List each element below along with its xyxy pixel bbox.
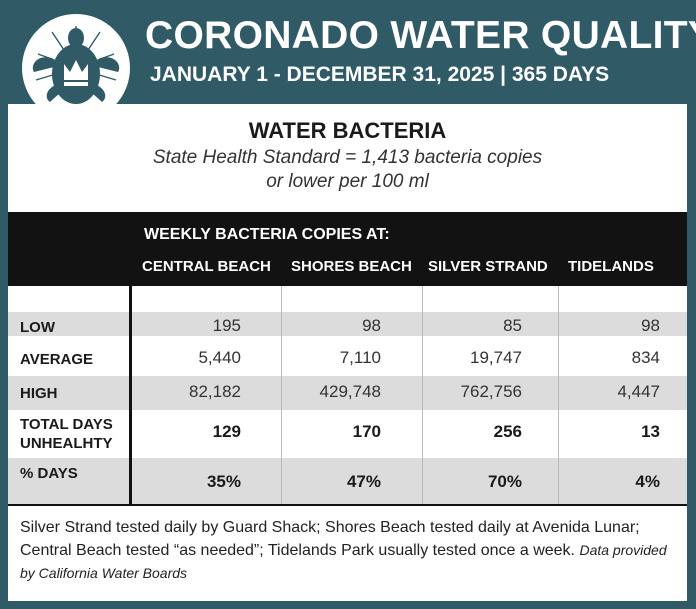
- standard-line-2: or lower per 100 ml: [266, 171, 429, 192]
- section-title: WATER BACTERIA: [248, 118, 447, 143]
- cell-average-shores: 7,110: [339, 348, 381, 367]
- cell-low-tidelands: 98: [641, 316, 660, 335]
- cell-low-shores: 98: [362, 316, 381, 335]
- row-label-low: LOW: [20, 319, 55, 336]
- column-header-central-beach: CENTRAL BEACH: [142, 258, 271, 275]
- cell-high-tidelands: 4,447: [617, 382, 660, 401]
- cell-average-silver: 19,747: [470, 348, 522, 367]
- column-header-shores-beach: SHORES BEACH: [291, 258, 412, 275]
- cell-days-silver: 256: [493, 422, 522, 441]
- health-standard-note: State Health Standard = 1,413 bacteria c…: [8, 146, 687, 194]
- cell-average-central: 5,440: [198, 348, 241, 367]
- sea-turtle-with-crown-icon: [32, 26, 120, 114]
- cell-high-shores: 429,748: [319, 382, 381, 401]
- page-title: CORONADO WATER QUALITY: [145, 14, 696, 57]
- cell-low-silver: 85: [503, 316, 522, 335]
- row-band-low: [8, 312, 687, 336]
- cell-high-silver: 762,756: [460, 382, 522, 401]
- standard-line-1: State Health Standard = 1,413 bacteria c…: [152, 147, 543, 168]
- label-column-divider: [129, 212, 132, 504]
- cell-days-shores: 170: [352, 422, 381, 441]
- table-group-header: WEEKLY BACTERIA COPIES AT:: [144, 226, 390, 243]
- cell-high-central: 82,182: [189, 382, 241, 401]
- footnote-text: Silver Strand tested daily by Guard Shac…: [20, 519, 640, 559]
- cell-percent-tidelands: 4%: [635, 472, 660, 491]
- cell-percent-silver: 70%: [487, 472, 522, 491]
- cell-low-central: 195: [212, 316, 241, 335]
- cell-percent-central: 35%: [206, 472, 241, 491]
- cell-average-tidelands: 834: [631, 348, 660, 367]
- column-header-silver-strand: SILVER STRAND: [428, 258, 548, 275]
- cell-percent-shores: 47%: [346, 472, 381, 491]
- column-header-tidelands: TIDELANDS: [568, 258, 654, 275]
- cell-days-central: 129: [212, 422, 241, 441]
- row-label-total-days: TOTAL DAYS UNHEALHTY: [20, 415, 113, 453]
- table-bottom-rule: [8, 504, 687, 506]
- cell-days-tidelands: 13: [641, 422, 660, 441]
- footnote: Silver Strand tested daily by Guard Shac…: [20, 516, 680, 585]
- row-label-line-2: UNHEALHTY: [20, 435, 113, 452]
- row-band-high: [8, 376, 687, 410]
- content-panel: WATER BACTERIA State Health Standard = 1…: [8, 104, 687, 601]
- table-header: WEEKLY BACTERIA COPIES AT: CENTRAL BEACH…: [8, 212, 687, 286]
- data-source: Data provided by California Water Boards: [20, 542, 667, 581]
- column-divider: [281, 286, 282, 504]
- row-label-line-1: TOTAL DAYS: [20, 416, 113, 433]
- row-label-high: HIGH: [20, 385, 58, 402]
- header-bar: CORONADO WATER QUALITY JANUARY 1 - DECEM…: [0, 0, 696, 122]
- column-divider: [422, 286, 423, 504]
- row-label-average: AVERAGE: [20, 351, 94, 368]
- row-band-percent: [8, 458, 687, 504]
- row-label-percent-days: % DAYS: [20, 465, 78, 482]
- column-divider: [558, 286, 559, 504]
- date-range-subtitle: JANUARY 1 - DECEMBER 31, 2025 | 365 DAYS: [150, 63, 610, 86]
